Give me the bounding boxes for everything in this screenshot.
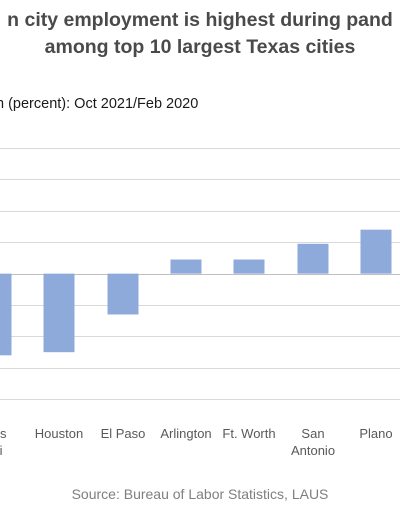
- bar-el-paso: [107, 273, 139, 315]
- category-label: Houston: [35, 426, 83, 441]
- category-label: Ft. Worth: [222, 426, 275, 441]
- category-label: Arlington: [160, 426, 211, 441]
- category-label: ous: [0, 426, 7, 441]
- category-label: Antonio: [291, 443, 335, 458]
- category-label: San: [301, 426, 324, 441]
- chart-source: Source: Bureau of Labor Statistics, LAUS: [71, 486, 329, 502]
- category-label: El Paso: [101, 426, 146, 441]
- bar-ous-sti: [0, 273, 12, 356]
- bars: [0, 229, 392, 356]
- bar-houston: [43, 273, 75, 353]
- category-label: Plano: [359, 426, 392, 441]
- bar-san-antonio: [297, 243, 329, 274]
- bar-plano: [360, 229, 392, 274]
- chart-title-line-1: n city employment is highest during pand: [7, 9, 393, 31]
- bar-ft-worth: [233, 259, 265, 274]
- chart-title-line-2: among top 10 largest Texas cities: [44, 36, 356, 58]
- bar-arlington: [170, 259, 202, 274]
- chart-subtitle: n (percent): Oct 2021/Feb 2020: [0, 96, 199, 112]
- category-label: sti: [0, 443, 3, 458]
- gridlines: [0, 148, 400, 400]
- category-labels: ous sti Houston El Paso Arlington Ft. Worth Sa…: [0, 426, 393, 458]
